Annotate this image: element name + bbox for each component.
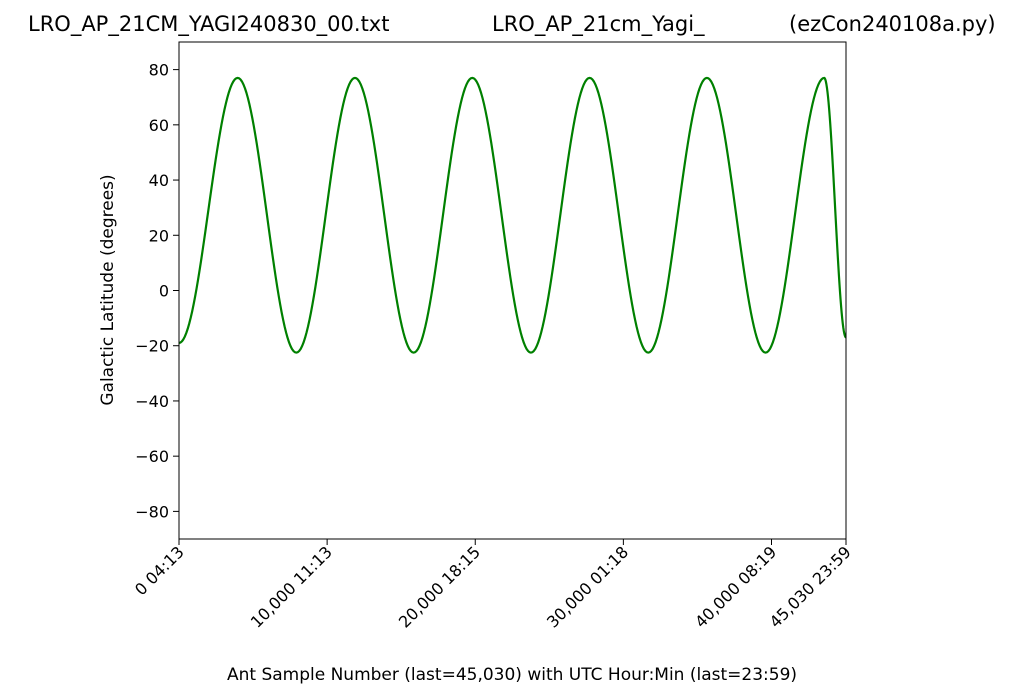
y-tick-label: 0 bbox=[159, 282, 169, 301]
plot-frame bbox=[178, 41, 847, 540]
y-tick-label: 20 bbox=[149, 226, 169, 245]
y-tick-label: 40 bbox=[149, 171, 169, 190]
y-axis: 80 60 40 20 0 −20 −40 −60 −80 bbox=[135, 61, 179, 521]
x-tick-label: 10,000 11:13 bbox=[247, 542, 336, 631]
y-tick-label: −60 bbox=[135, 447, 169, 466]
y-tick-label: −20 bbox=[135, 337, 169, 356]
x-tick-label: 20,000 18:15 bbox=[395, 542, 484, 631]
x-axis-label: Ant Sample Number (last=45,030) with UTC… bbox=[227, 665, 797, 685]
latitude-series-line bbox=[178, 76, 847, 354]
y-tick-label: −40 bbox=[135, 392, 169, 411]
x-tick-label: 0 04:13 bbox=[131, 542, 188, 599]
y-tick-label: 80 bbox=[149, 61, 169, 80]
y-axis-label: Galactic Latitude (degrees) bbox=[98, 174, 118, 405]
y-tick-label: −80 bbox=[135, 502, 169, 521]
title-left: LRO_AP_21CM_YAGI240830_00.txt bbox=[28, 12, 389, 37]
x-axis: 0 04:13 10,000 11:13 20,000 18:15 30,000 01… bbox=[131, 539, 855, 632]
title-center: LRO_AP_21cm_Yagi_ bbox=[492, 12, 705, 37]
plot-area bbox=[178, 76, 847, 354]
y-tick-label: 60 bbox=[149, 116, 169, 135]
x-tick-label: 30,000 01:18 bbox=[543, 542, 632, 631]
title-right: (ezCon240108a.py) bbox=[789, 12, 996, 36]
